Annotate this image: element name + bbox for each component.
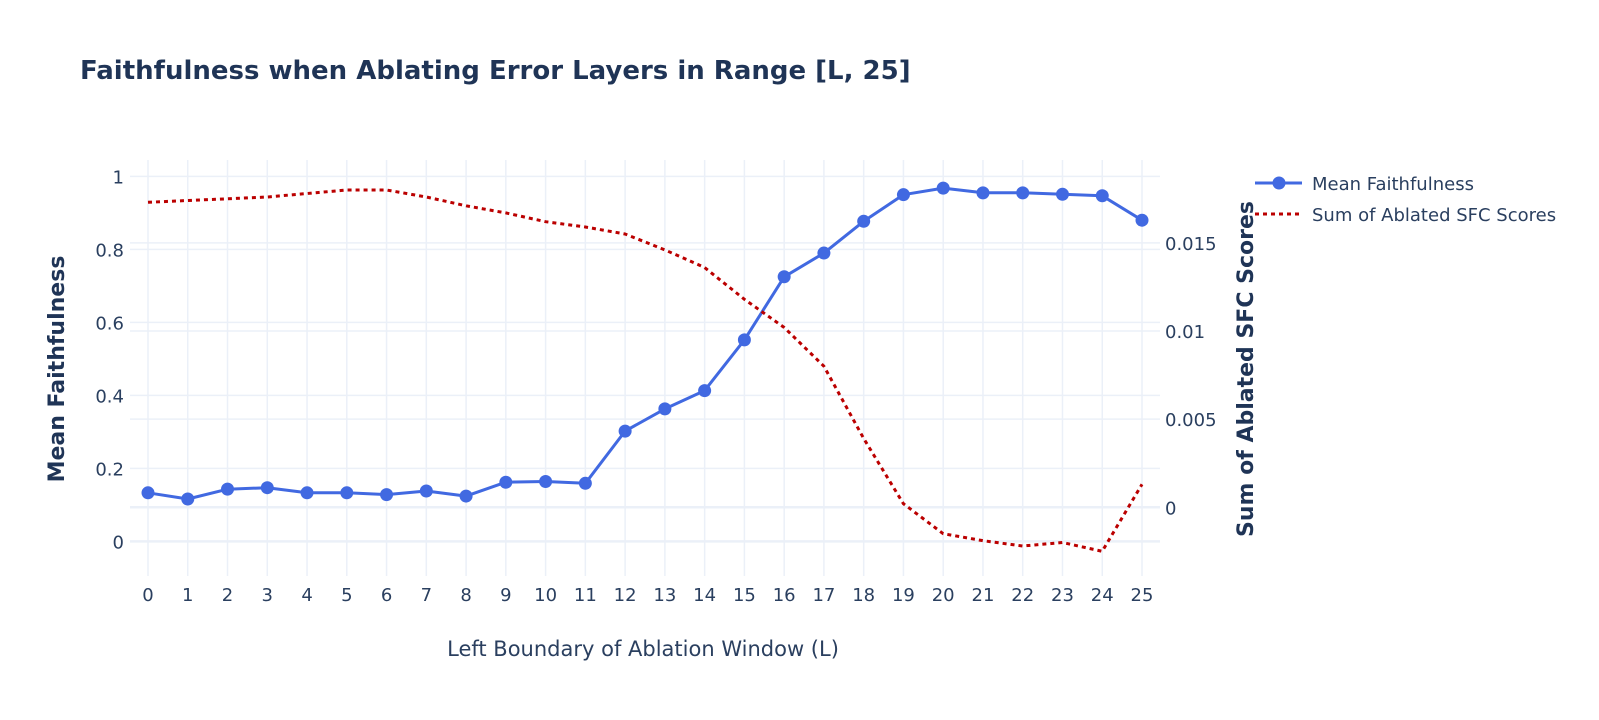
x-tick-label: 4 (301, 585, 312, 606)
y-tick-label: 0.8 (95, 240, 124, 261)
x-tick-label: 9 (500, 585, 511, 606)
x-tick-label: 25 (1131, 585, 1154, 606)
x-tick-label: 16 (773, 585, 796, 606)
data-point-mean-faithfulness[interactable] (1095, 189, 1109, 203)
data-point-mean-faithfulness[interactable] (181, 492, 195, 506)
data-point-mean-faithfulness[interactable] (1135, 213, 1149, 227)
y-tick-label: 0.6 (95, 313, 124, 334)
y2-tick-label: 0 (1165, 498, 1176, 519)
data-point-mean-faithfulness[interactable] (260, 481, 274, 495)
x-tick-label: 6 (381, 585, 392, 606)
data-point-mean-faithfulness[interactable] (976, 186, 990, 200)
x-tick-label: 23 (1051, 585, 1074, 606)
data-point-mean-faithfulness[interactable] (300, 486, 314, 500)
legend-label-mean-faithfulness: Mean Faithfulness (1312, 174, 1474, 195)
data-point-mean-faithfulness[interactable] (380, 488, 394, 502)
legend: Mean Faithfulness Sum of Ablated SFC Sco… (1255, 174, 1556, 226)
data-point-mean-faithfulness[interactable] (777, 270, 791, 284)
x-tick-label: 20 (932, 585, 955, 606)
y-axis-title: Mean Faithfulness (45, 256, 70, 483)
data-point-mean-faithfulness[interactable] (936, 181, 950, 195)
chart-title: Faithfulness when Ablating Error Layers … (80, 56, 911, 86)
data-point-mean-faithfulness[interactable] (539, 474, 553, 488)
legend-label-sum-sfc-scores: Sum of Ablated SFC Scores (1312, 205, 1556, 226)
y-tick-label: 0.2 (95, 459, 124, 480)
series-line-mean-faithfulness (147, 186, 1143, 501)
data-point-mean-faithfulness[interactable] (618, 424, 632, 438)
data-point-mean-faithfulness[interactable] (1016, 186, 1030, 200)
x-tick-label: 12 (614, 585, 637, 606)
x-tick-label: 2 (222, 585, 233, 606)
data-point-mean-faithfulness[interactable] (698, 384, 712, 398)
x-axis-title: Left Boundary of Ablation Window (L) (447, 637, 839, 661)
y2-tick-label: 0.005 (1165, 410, 1217, 431)
x-tick-label: 15 (733, 585, 756, 606)
y-tick-label: 1 (113, 167, 124, 188)
x-tick-label: 14 (693, 585, 716, 606)
x-tick-label: 18 (852, 585, 875, 606)
x-tick-label: 7 (421, 585, 432, 606)
y2-axis-title: Sum of Ablated SFC Scores (1234, 201, 1259, 537)
data-point-mean-faithfulness[interactable] (340, 486, 354, 500)
data-point-mean-faithfulness[interactable] (857, 214, 871, 228)
tick-layer: 0 1 2 3 4 5 6 7 8 9 10 11 12 13 14 15 16 17 18 19 20 21 22 23 24… (95, 167, 1216, 606)
data-point-mean-faithfulness[interactable] (578, 476, 592, 490)
x-tick-label: 0 (142, 585, 153, 606)
y2-tick-label: 0.01 (1165, 322, 1205, 343)
legend-marker-mean-faithfulness (1272, 176, 1286, 190)
grid-layer (130, 160, 1160, 576)
series-layer (141, 181, 1149, 553)
x-tick-label: 1 (182, 585, 193, 606)
x-tick-label: 11 (574, 585, 597, 606)
data-point-mean-faithfulness[interactable] (221, 482, 235, 496)
series-line-sum-of-ablated-sfc-scores (147, 188, 1144, 553)
y-tick-label: 0.4 (95, 386, 124, 407)
data-point-mean-faithfulness[interactable] (1055, 187, 1069, 201)
x-tick-label: 8 (460, 585, 471, 606)
data-point-mean-faithfulness[interactable] (896, 188, 910, 202)
x-tick-label: 24 (1091, 585, 1114, 606)
x-tick-label: 10 (534, 585, 557, 606)
legend-item-mean-faithfulness[interactable]: Mean Faithfulness (1255, 174, 1474, 195)
data-point-mean-faithfulness[interactable] (658, 402, 672, 416)
y-tick-label: 0 (113, 532, 124, 553)
data-point-mean-faithfulness[interactable] (419, 484, 433, 498)
legend-item-sum-sfc-scores[interactable]: Sum of Ablated SFC Scores (1255, 205, 1556, 226)
data-point-mean-faithfulness[interactable] (141, 486, 155, 500)
data-point-mean-faithfulness[interactable] (737, 333, 751, 347)
x-tick-label: 3 (262, 585, 273, 606)
data-point-mean-faithfulness[interactable] (499, 475, 513, 489)
x-tick-label: 5 (341, 585, 352, 606)
data-point-mean-faithfulness[interactable] (817, 246, 831, 260)
x-tick-label: 17 (812, 585, 835, 606)
x-tick-label: 22 (1011, 585, 1034, 606)
y2-tick-label: 0.015 (1165, 234, 1217, 255)
x-tick-label: 21 (972, 585, 995, 606)
x-tick-label: 19 (892, 585, 915, 606)
data-point-mean-faithfulness[interactable] (459, 489, 473, 503)
x-tick-label: 13 (653, 585, 676, 606)
